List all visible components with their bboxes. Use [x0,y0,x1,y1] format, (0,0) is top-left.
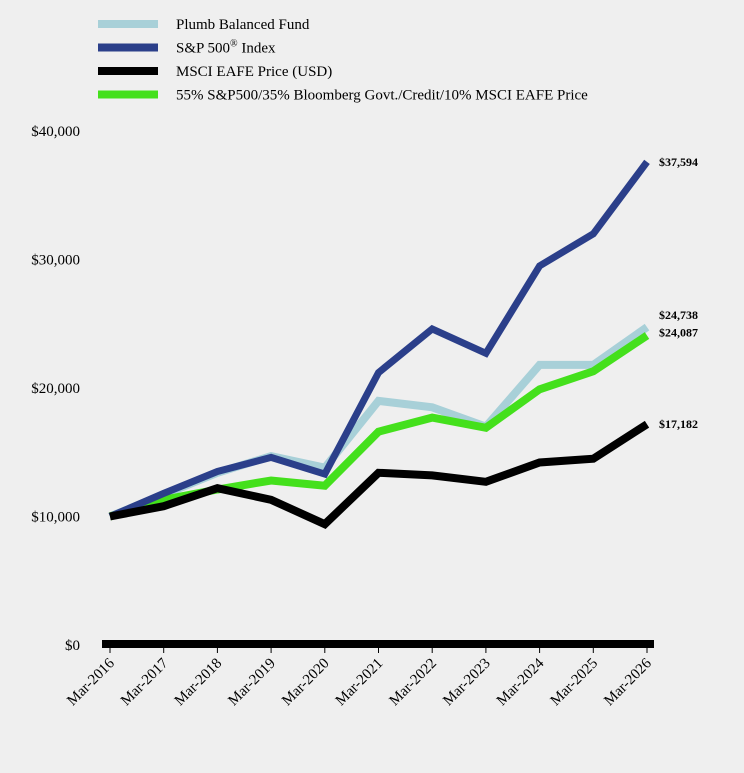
x-tick-label: Mar-2024 [494,655,548,709]
x-tick-label: Mar-2018 [172,656,226,710]
legend-label-55-s-p500-35-bloomberg-govt-credit-10-msci-eafe-price: 55% S&P500/35% Bloomberg Govt./Credit/10… [176,88,588,104]
x-tick-label: Mar-2017 [118,655,172,709]
legend-label-s-p-500: S&P 500® Index [176,39,276,57]
series-line-s-p-500 [108,159,650,520]
y-tick-label: $40,000 [31,124,80,140]
end-label-msci-eafe-price-usd: $17,182 [659,417,698,431]
x-tick-label: Mar-2025 [548,656,602,710]
x-tick-label: Mar-2020 [279,656,333,710]
y-tick-label: $0 [65,638,80,654]
series-line-plumb-balanced-fund [108,323,650,521]
x-tick-label: Mar-2026 [601,655,655,709]
legend-label-plumb-balanced-fund: Plumb Balanced Fund [176,17,310,33]
legend: Plumb Balanced Fund S&P 500® Index MSCI EA… [98,17,588,104]
end-label-s-p-500: $37,594 [659,155,698,169]
x-tick-label: Mar-2023 [440,656,494,710]
y-tick-label: $30,000 [31,253,80,269]
x-axis: Mar-2016 Mar-2017 Mar-2018 Mar-2019 Mar-2020… [64,640,655,710]
end-label-plumb-balanced-fund: $24,738 [659,308,698,322]
end-label-55-s-p500-35-bloomberg-govt-credit-10-msci-eafe-price: $24,087 [659,325,698,339]
y-axis: $0 $10,000 $20,000 $30,000 $40,000 [31,124,80,654]
y-tick-label: $20,000 [31,381,80,397]
series-lines [108,159,650,529]
x-tick-label: Mar-2021 [333,656,387,710]
end-value-labels: $24,738 $37,594 $17,182 $24,087 [659,155,698,431]
x-tick-label: Mar-2019 [225,656,279,710]
x-tick-label: Mar-2016 [64,655,118,709]
series-line-msci-eafe-price-usd [109,420,650,529]
y-tick-label: $10,000 [31,510,80,526]
x-tick-label: Mar-2022 [387,656,441,710]
legend-label-msci-eafe-price-usd: MSCI EAFE Price (USD) [176,64,332,80]
